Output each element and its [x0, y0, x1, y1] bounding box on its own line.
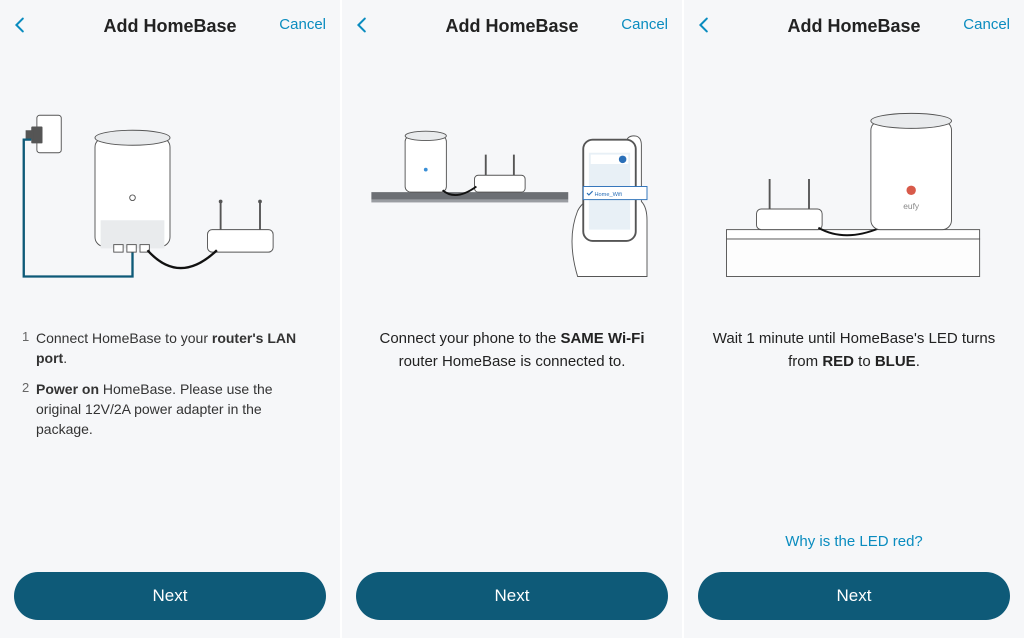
- instruction-text: Power on HomeBase. Please use the origin…: [36, 379, 318, 440]
- instruction-body: Wait 1 minute until HomeBase's LED turns…: [684, 322, 1024, 562]
- instruction-body: 1Connect HomeBase to your router's LAN p…: [0, 322, 340, 562]
- screen-1: Add HomeBase Cancel 1Connect HomeBase to …: [0, 0, 340, 638]
- page-title: Add HomeBase: [787, 16, 920, 37]
- instruction-body: Connect your phone to the SAME Wi-Fi rou…: [342, 322, 682, 562]
- instruction-item: 1Connect HomeBase to your router's LAN p…: [22, 328, 318, 369]
- instruction-number: 2: [22, 379, 36, 440]
- cancel-link[interactable]: Cancel: [621, 16, 668, 33]
- page-title: Add HomeBase: [445, 16, 578, 37]
- instruction-number: 1: [22, 328, 36, 369]
- instruction-item: 2Power on HomeBase. Please use the origi…: [22, 379, 318, 440]
- back-icon[interactable]: [10, 14, 32, 41]
- next-button[interactable]: Next: [698, 572, 1010, 620]
- illustration: [0, 62, 340, 322]
- header: Add HomeBase Cancel: [684, 0, 1024, 52]
- instruction-text: Connect HomeBase to your router's LAN po…: [36, 328, 318, 369]
- help-link[interactable]: Why is the LED red?: [706, 533, 1002, 550]
- illustration: Home_Wifi: [342, 62, 682, 322]
- back-icon[interactable]: [694, 14, 716, 41]
- svg-text:eufy: eufy: [903, 201, 920, 211]
- screen-2: Add HomeBase Cancel Home_Wifi Connect you…: [340, 0, 682, 638]
- header: Add HomeBase Cancel: [342, 0, 682, 52]
- cancel-link[interactable]: Cancel: [279, 16, 326, 33]
- screen-3: Add HomeBase Cancel eufy Wait 1 minute un…: [682, 0, 1024, 638]
- cancel-link[interactable]: Cancel: [963, 16, 1010, 33]
- instruction-text: Wait 1 minute until HomeBase's LED turns…: [706, 328, 1002, 373]
- instruction-text: Connect your phone to the SAME Wi-Fi rou…: [364, 328, 660, 373]
- header: Add HomeBase Cancel: [0, 0, 340, 52]
- page-title: Add HomeBase: [103, 16, 236, 37]
- next-button[interactable]: Next: [356, 572, 668, 620]
- back-icon[interactable]: [352, 14, 374, 41]
- next-button[interactable]: Next: [14, 572, 326, 620]
- svg-text:Home_Wifi: Home_Wifi: [595, 192, 622, 198]
- illustration: eufy: [684, 62, 1024, 322]
